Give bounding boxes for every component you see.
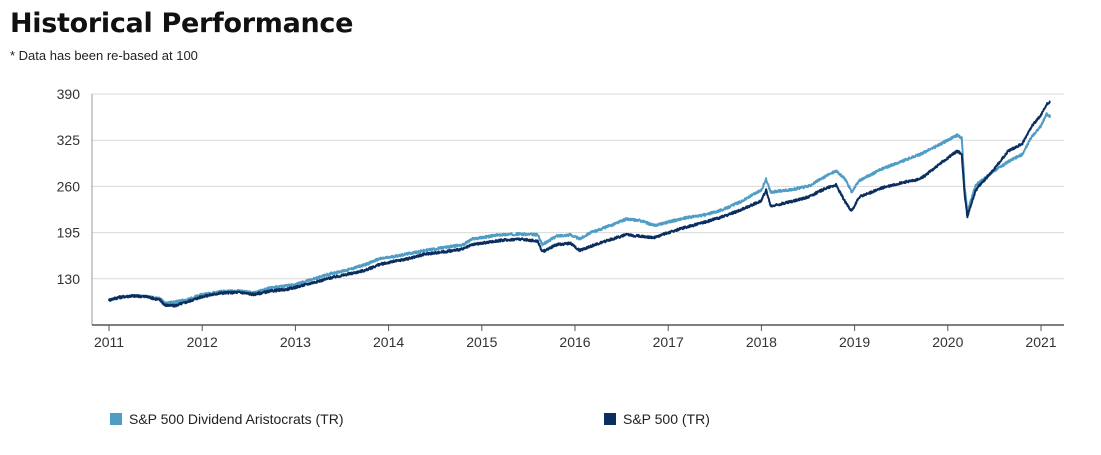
x-tick-label: 2021: [1025, 334, 1056, 350]
x-tick-label: 2012: [187, 334, 218, 350]
x-tick-label: 2018: [746, 334, 777, 350]
y-tick-label: 195: [57, 225, 81, 241]
x-tick-label: 2016: [559, 334, 590, 350]
x-tick-label: 2017: [653, 334, 684, 350]
x-tick-label: 2014: [373, 334, 404, 350]
series-line-dividend-aristocrats: [108, 112, 1052, 305]
x-tick-label: 2020: [932, 334, 963, 350]
legend-swatch: [604, 413, 616, 425]
chart-subtitle: * Data has been re-based at 100: [10, 48, 198, 63]
page-title: Historical Performance: [10, 8, 354, 39]
legend-item-dividend-aristocrats[interactable]: S&P 500 Dividend Aristocrats (TR): [110, 411, 344, 427]
y-tick-label: 325: [57, 132, 81, 148]
legend-label: S&P 500 Dividend Aristocrats (TR): [129, 411, 344, 427]
legend-swatch: [110, 413, 122, 425]
y-tick-label: 130: [57, 271, 81, 287]
y-tick-label: 260: [57, 178, 81, 194]
legend-label: S&P 500 (TR): [623, 411, 710, 427]
x-tick-label: 2011: [94, 334, 124, 350]
legend-item-sp500[interactable]: S&P 500 (TR): [604, 411, 710, 427]
x-tick-label: 2015: [466, 334, 497, 350]
y-tick-label: 390: [57, 86, 81, 102]
series-line-sp500: [108, 100, 1051, 308]
x-tick-label: 2019: [839, 334, 870, 350]
x-tick-label: 2013: [280, 334, 311, 350]
